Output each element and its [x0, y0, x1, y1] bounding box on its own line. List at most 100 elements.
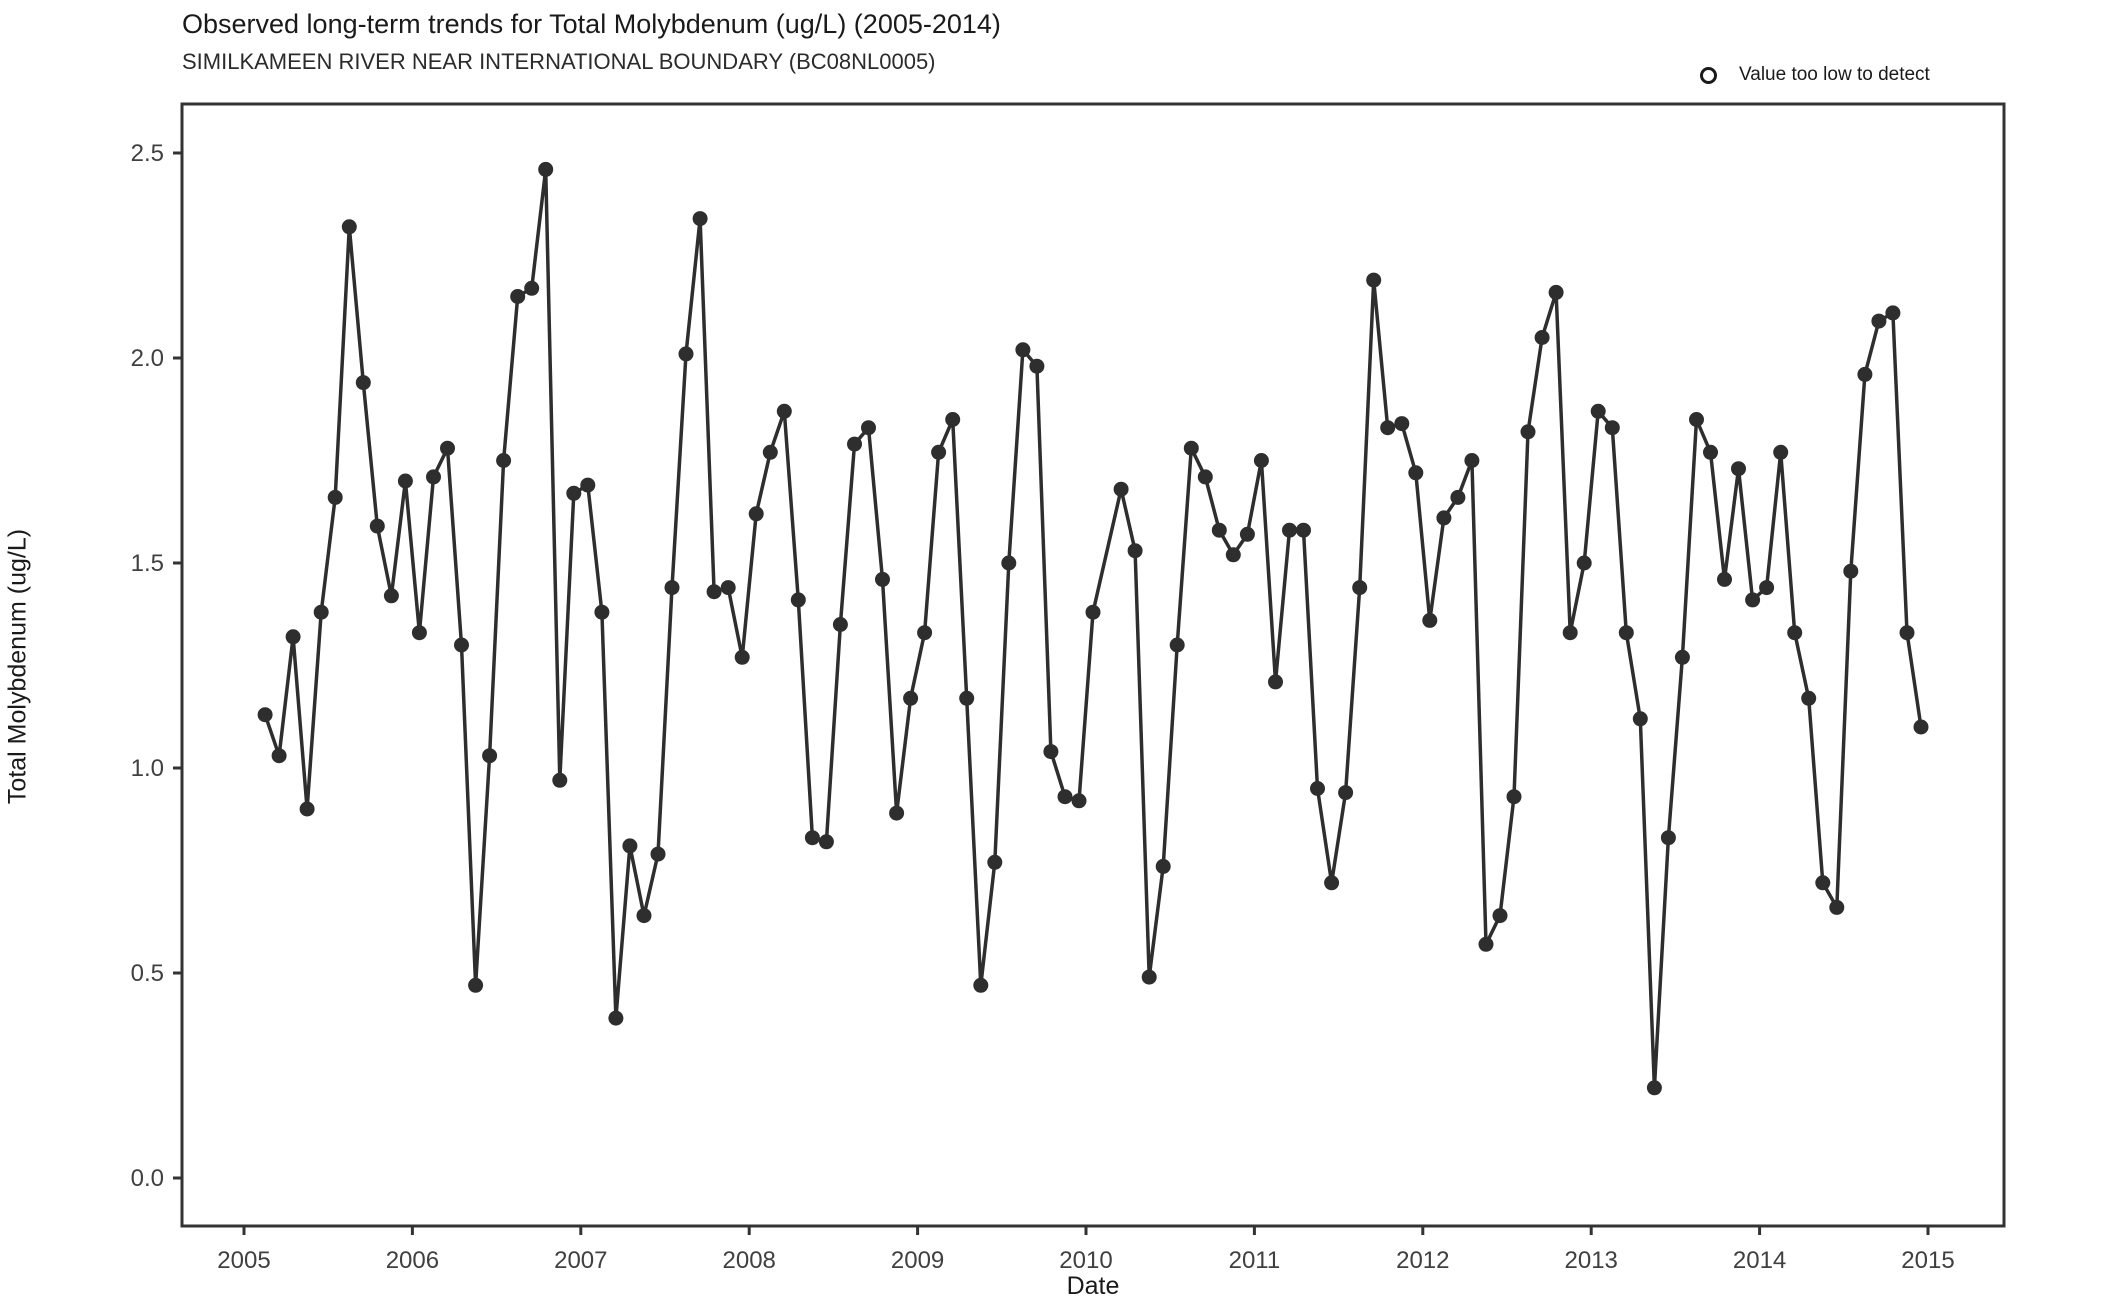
data-point [1225, 547, 1241, 563]
data-point [426, 469, 441, 485]
data-point [1310, 781, 1325, 796]
data-point [1436, 510, 1452, 526]
data-point [608, 1010, 624, 1026]
data-point [987, 854, 1003, 870]
y-tick-label: 0.0 [131, 1165, 164, 1192]
data-point [1576, 555, 1592, 571]
data-point [1506, 789, 1522, 805]
data-point [1450, 489, 1466, 505]
x-tick-label: 2012 [1396, 1247, 1449, 1274]
data-point [271, 748, 287, 764]
data-point [692, 211, 708, 227]
data-point [1155, 858, 1171, 874]
data-point [369, 518, 385, 534]
data-point [1829, 899, 1845, 915]
data-point [1366, 272, 1382, 288]
data-point [1268, 674, 1283, 690]
data-point [931, 444, 947, 460]
data-point [1843, 563, 1859, 579]
data-point [1660, 830, 1676, 846]
data-point [1520, 424, 1536, 440]
x-tick-label: 2008 [723, 1247, 776, 1274]
chart-header: Observed long-term trends for Total Moly… [182, 8, 1682, 75]
data-point [1632, 711, 1648, 727]
x-tick-label: 2010 [1059, 1247, 1112, 1274]
y-tick-label: 0.5 [131, 960, 164, 987]
data-point [734, 649, 750, 665]
data-point [1731, 461, 1746, 477]
x-tick-label: 2005 [217, 1247, 270, 1274]
data-point [1057, 789, 1073, 805]
x-tick-label: 2011 [1229, 1247, 1281, 1274]
data-point [566, 485, 582, 501]
y-tick-label: 2.5 [131, 140, 164, 167]
data-point [650, 846, 666, 862]
data-point [889, 805, 905, 821]
data-point [875, 571, 890, 587]
data-point [1548, 284, 1564, 300]
data-point [383, 588, 399, 604]
data-point [1674, 649, 1690, 665]
data-point [804, 830, 820, 846]
data-point [1324, 875, 1340, 891]
x-tick-label: 2007 [554, 1247, 607, 1274]
data-point [1169, 637, 1185, 653]
data-point [720, 580, 736, 596]
y-tick-label: 1.0 [131, 755, 164, 782]
data-point [341, 219, 357, 235]
data-point [1464, 453, 1480, 468]
data-point [706, 584, 722, 600]
data-point [1759, 580, 1775, 596]
data-point [636, 908, 652, 924]
data-point [1773, 444, 1789, 460]
data-point [1492, 908, 1508, 924]
data-point [1534, 330, 1550, 345]
data-point [678, 346, 694, 362]
data-point [313, 604, 329, 620]
data-point [1703, 444, 1718, 460]
panel-border [180, 102, 2006, 1228]
chart-title: Observed long-term trends for Total Moly… [182, 9, 1001, 39]
data-point [1071, 793, 1087, 809]
data-point [1689, 412, 1704, 427]
data-point [903, 690, 919, 706]
data-point [538, 161, 554, 177]
data-point [397, 473, 413, 489]
data-point [1422, 612, 1438, 628]
data-point [1801, 690, 1817, 706]
x-axis-title: Date [1066, 1272, 1120, 1300]
data-point [1211, 522, 1227, 538]
data-point [790, 592, 806, 608]
data-point [1015, 342, 1031, 358]
data-point [832, 617, 848, 632]
data-point [411, 625, 427, 641]
data-point [257, 707, 273, 723]
data-point [1913, 719, 1929, 735]
data-point [1239, 526, 1255, 542]
data-point [1787, 625, 1803, 641]
data-point [1253, 453, 1269, 468]
data-point [1001, 555, 1017, 571]
data-point [959, 690, 975, 706]
data-point [454, 637, 469, 653]
data-point [776, 403, 792, 419]
data-point [355, 375, 371, 391]
legend-label: Value too low to detect [1739, 64, 1930, 85]
y-tick-label: 2.0 [131, 345, 164, 372]
x-tick-label: 2013 [1565, 1247, 1618, 1274]
data-point [1885, 305, 1901, 321]
data-point [580, 477, 596, 493]
data-point [1646, 1080, 1662, 1096]
data-point [1282, 522, 1297, 538]
data-point [327, 489, 343, 505]
data-point [1717, 571, 1732, 587]
data-point [594, 604, 610, 620]
legend: Value too low to detect [1700, 64, 1930, 86]
data-point [945, 412, 961, 427]
y-tick-label: 1.5 [131, 550, 164, 577]
data-point [482, 748, 498, 764]
data-point [1590, 403, 1606, 419]
data-point [1141, 969, 1157, 985]
data-point [1871, 313, 1887, 329]
